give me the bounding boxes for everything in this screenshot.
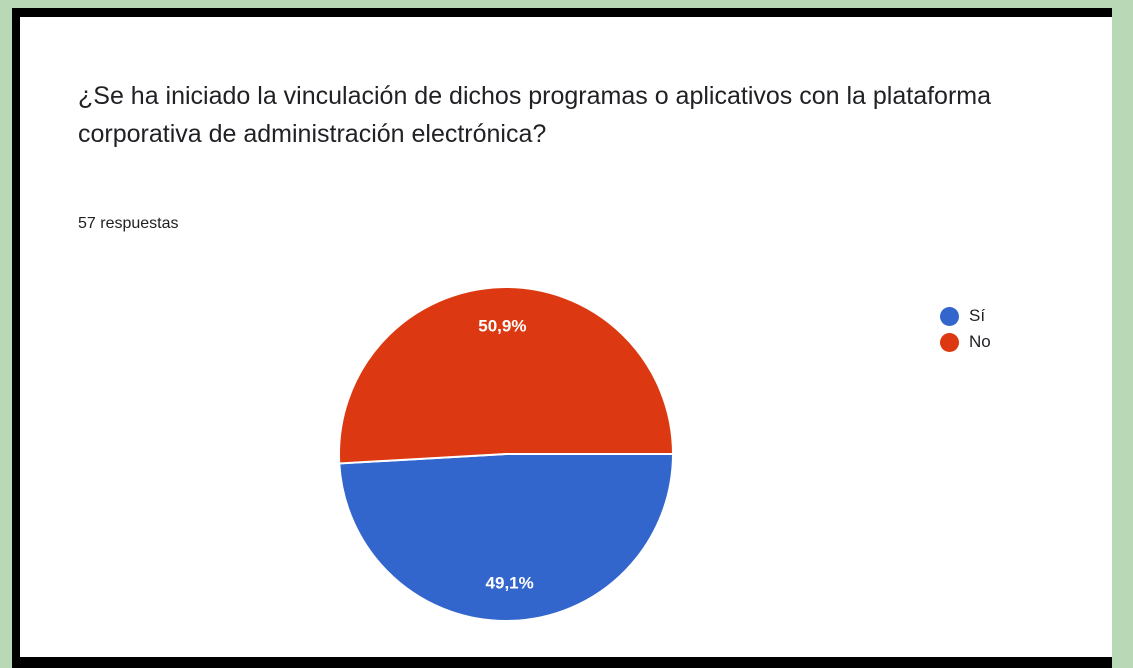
pie-slice-no[interactable] [338, 286, 675, 465]
legend-item-si[interactable]: Sí [940, 303, 991, 329]
legend-label-no: No [969, 332, 991, 351]
pie-slice-si[interactable] [338, 453, 675, 622]
question-title: ¿Se ha iniciado la vinculación de dichos… [78, 82, 992, 148]
response-count: 57 respuestas [78, 215, 179, 232]
legend-item-no[interactable]: No [940, 329, 991, 355]
pie-slice-label-si: 49,1% [486, 574, 534, 593]
legend-swatch-no [940, 332, 959, 352]
pie-chart: 49,1% 50,9% [338, 286, 675, 622]
legend-label-si: Sí [969, 306, 986, 325]
chart-legend: Sí No [940, 303, 991, 355]
legend-swatch-si [940, 306, 959, 326]
response-summary-card: ¿Se ha iniciado la vinculación de dichos… [20, 17, 1112, 657]
pie-slice-label-no: 50,9% [478, 316, 526, 335]
